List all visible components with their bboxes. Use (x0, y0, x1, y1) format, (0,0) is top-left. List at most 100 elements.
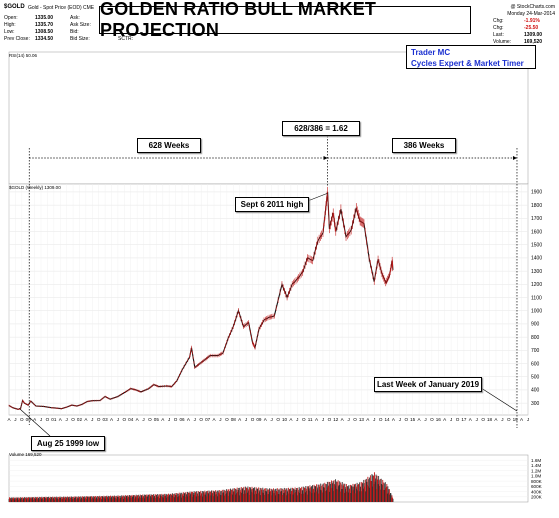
volume-bar (70, 497, 72, 502)
volume-bar (147, 496, 148, 502)
volume-bar (304, 488, 306, 502)
volume-bar (91, 496, 93, 502)
volume-bar (132, 496, 134, 502)
volume-bar (364, 483, 366, 502)
volume-bar (198, 491, 200, 502)
x-tick-label: O (251, 417, 255, 422)
x-tick-label: A (7, 417, 11, 422)
volume-bar (110, 497, 112, 502)
volume-bar (19, 497, 21, 502)
volume-bar (84, 496, 86, 502)
volume-bar (121, 497, 123, 502)
volume-bar (151, 497, 153, 502)
volume-bar (51, 497, 53, 502)
volume-bar (208, 490, 210, 502)
volume-bar (42, 496, 44, 502)
change-label: Last: (493, 32, 504, 38)
volume-bar (11, 497, 13, 502)
change-block: Chg: -1.91% Chg: -25.50 Last: 1309.00 Volume: 1… (493, 18, 542, 46)
volume-bar (255, 490, 257, 502)
volume-bar (53, 496, 55, 502)
volume-bar (219, 490, 221, 502)
volume-bar (135, 494, 137, 502)
volume-bar (62, 496, 64, 502)
volume-bar (268, 494, 270, 502)
volume-bar (102, 497, 104, 502)
volume-bar (367, 486, 369, 502)
volume-bar (287, 491, 289, 502)
volume-bar (69, 499, 70, 502)
volume-bar (314, 485, 316, 502)
volume-bar (368, 479, 370, 502)
volume-bar (188, 492, 189, 502)
change-label: Chg: (493, 25, 504, 31)
volume-bar (300, 493, 302, 502)
volume-bar (284, 492, 286, 502)
volume-bar (303, 487, 305, 502)
volume-bar (335, 488, 337, 502)
x-tick-label: O (174, 417, 178, 422)
volume-bar (376, 489, 378, 502)
volume-bar (316, 489, 318, 502)
volume-bar (49, 496, 51, 502)
volume-bar (79, 499, 81, 502)
x-tick-label: 10 (282, 417, 288, 422)
volume-bar (383, 482, 385, 502)
volume-bar (88, 496, 90, 502)
volume-bar (272, 490, 273, 502)
volume-bar (50, 499, 52, 502)
volume-bar (339, 481, 341, 502)
volume-bar (235, 489, 237, 502)
volume-bar (165, 493, 167, 502)
x-tick-label: A (443, 417, 447, 422)
volume-bar (276, 491, 278, 502)
volume-bar (231, 489, 232, 502)
stat2-label: Ask: (70, 15, 80, 21)
volume-bar (225, 489, 227, 502)
volume-bar (199, 491, 201, 502)
volume-bar (76, 496, 78, 502)
volume-bar (54, 496, 56, 502)
volume-bar (247, 486, 249, 502)
volume-bar (162, 494, 164, 502)
volume-bar (167, 496, 169, 502)
volume-bar (227, 489, 229, 502)
volume-bar (381, 483, 383, 502)
volume-bar (64, 499, 66, 502)
volume-bar (239, 489, 241, 502)
volume-bar (9, 497, 11, 502)
volume-bar (366, 484, 368, 502)
volume-bar (267, 489, 269, 502)
volume-tick-label: 1.4M (531, 463, 541, 468)
volume-bar (141, 497, 143, 502)
volume-bar (230, 488, 231, 502)
volume-bar (61, 497, 63, 502)
volume-bar (17, 497, 19, 502)
volume-bar (234, 488, 236, 502)
volume-bar (205, 492, 207, 502)
volume-bar (21, 499, 23, 502)
volume-bar (316, 484, 318, 502)
volume-bar (322, 492, 324, 502)
volume-bar (31, 497, 33, 502)
volume-bar (350, 493, 352, 502)
volume-bar (277, 488, 279, 502)
price-tick-label: 1900 (531, 190, 542, 196)
volume-bar (107, 497, 108, 502)
volume-bar (261, 489, 263, 502)
change-value: -1.91% (524, 18, 540, 24)
volume-tick-label: 1.2M (531, 468, 541, 473)
x-tick-label: O (507, 417, 511, 422)
x-tick-label: J (117, 417, 119, 422)
change-row: Chg: -1.91% (493, 18, 542, 25)
price-label: $GOLD (Weekly) 1309.00 (9, 185, 61, 190)
volume-bar (140, 497, 142, 502)
volume-bar (317, 487, 319, 502)
volume-bar (86, 496, 87, 502)
volume-bar (243, 490, 245, 502)
volume-bar (321, 484, 323, 502)
volume-bar (143, 494, 145, 502)
volume-bar (184, 496, 186, 502)
volume-bar (330, 487, 332, 502)
volume-bar (82, 498, 84, 502)
